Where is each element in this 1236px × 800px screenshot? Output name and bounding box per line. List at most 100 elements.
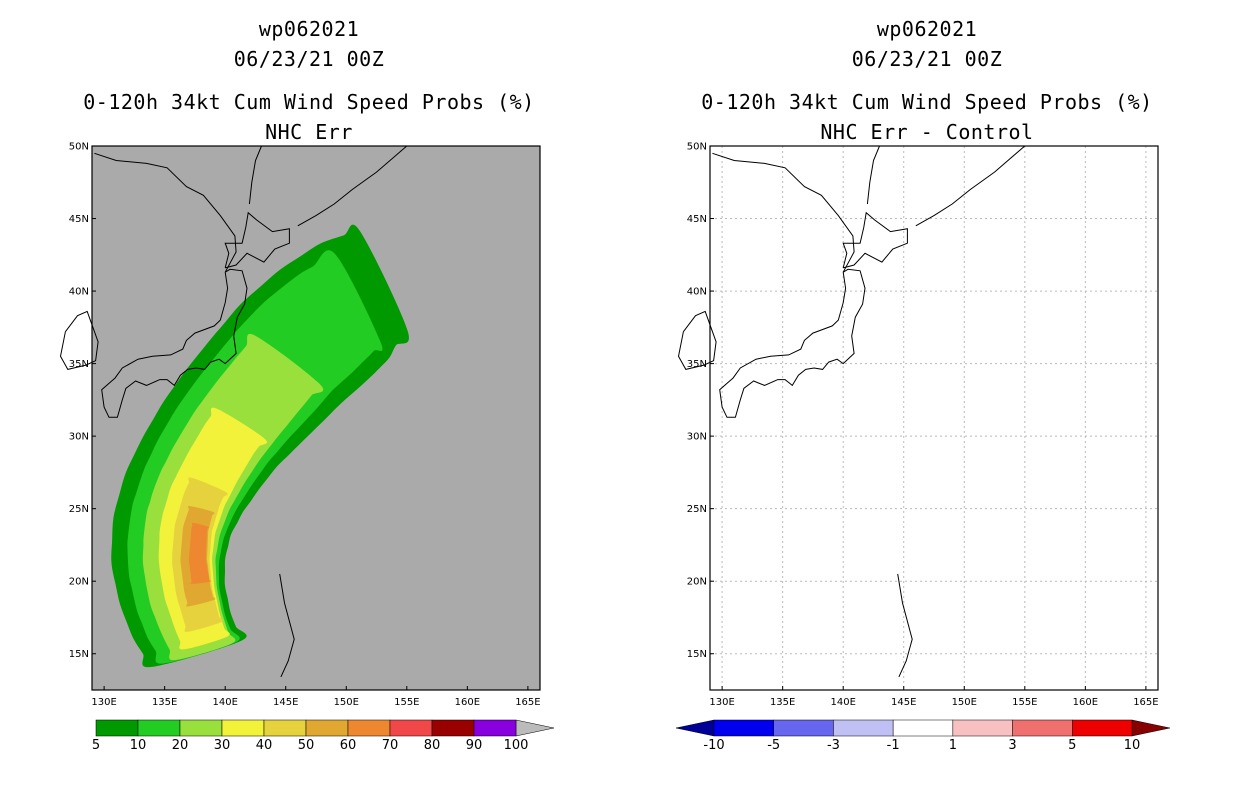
left-x-tick-label-3: 145E (273, 697, 298, 708)
right-colorbar-swatch-3 (892, 719, 954, 737)
left-colorbar-label-4: 40 (256, 738, 273, 753)
right-colorbar-label-1: -5 (767, 738, 780, 753)
right-coastline-0 (712, 152, 855, 273)
left-coastline-6 (279, 573, 295, 678)
right-colorbar-end-triangle (1131, 719, 1171, 737)
right-colorbar-label-6: 5 (1068, 738, 1076, 753)
right-y-tick-label-1: 20N (687, 577, 707, 588)
right-colorbar-swatch-5 (1012, 719, 1073, 737)
right-title-datetime: 06/23/21 00Z (851, 47, 1003, 71)
right-colorbar-swatch-1 (773, 719, 834, 737)
left-x-tick-label-4: 150E (334, 697, 359, 708)
left-y-tick-label-5: 40N (69, 287, 89, 298)
left-colorbar-label-1: 10 (130, 738, 147, 753)
right-colorbar-swatch-4 (952, 719, 1013, 737)
left-y-tick-label-3: 30N (69, 432, 89, 443)
right-x-tick-label-5: 155E (1012, 697, 1037, 708)
right-title-product: 0-120h 34kt Cum Wind Speed Probs (%) (701, 90, 1153, 114)
right-x-tick-label-4: 150E (952, 697, 977, 708)
left-colorbar-swatch-8 (431, 719, 475, 737)
left-x-tick-label-1: 135E (152, 697, 177, 708)
right-title-subtitle: NHC Err - Control (820, 120, 1034, 144)
left-coastline-2 (224, 211, 290, 269)
right-y-tick-label-3: 30N (687, 432, 707, 443)
right-colorbar-label-3: -1 (887, 738, 900, 753)
right-map-background (710, 146, 1158, 690)
right-x-tick-label-6: 160E (1073, 697, 1098, 708)
left-colorbar-label-9: 90 (466, 738, 483, 753)
right-coastline-6 (897, 573, 913, 678)
left-coastline-4 (297, 145, 408, 227)
left-plot-frame (91, 145, 541, 691)
left-colorbar-label-3: 30 (214, 738, 231, 753)
right-y-tick-label-7: 50N (687, 142, 707, 153)
right-y-tick-label-0: 15N (687, 649, 707, 660)
right-y-tick-label-4: 35N (687, 359, 707, 370)
right-x-tick-label-1: 135E (770, 697, 795, 708)
right-colorbar-label-2: -3 (827, 738, 840, 753)
left-title-subtitle: NHC Err (265, 120, 353, 144)
left-colorbar-label-0: 5 (92, 738, 100, 753)
left-x-tick-label-6: 160E (455, 697, 480, 708)
left-x-tick-label-0: 130E (91, 697, 116, 708)
left-y-tick-label-1: 20N (69, 577, 89, 588)
left-y-tick-label-7: 50N (69, 142, 89, 153)
left-title-product: 0-120h 34kt Cum Wind Speed Probs (%) (83, 90, 535, 114)
left-colorbar-swatch-4 (263, 719, 307, 737)
left-colorbar-swatch-0 (95, 719, 139, 737)
right-y-tick-label-6: 45N (687, 214, 707, 225)
left-y-tick-label-6: 45N (69, 214, 89, 225)
right-colorbar-start-triangle (675, 719, 715, 737)
left-coastline-5 (59, 310, 99, 370)
left-colorbar-swatch-9 (473, 719, 517, 737)
right-coastline-5 (677, 310, 717, 370)
right-colorbar-label-4: 1 (949, 738, 957, 753)
right-coastline-1 (719, 268, 866, 418)
right-map-plot: 130E 135E 140E 145E 150E 155E 160E 165E 15N 20N 25… (675, 142, 1171, 753)
right-coastline-3 (866, 145, 880, 205)
left-x-tick-label-7: 165E (515, 697, 540, 708)
left-prob-contour-60 (188, 522, 211, 584)
right-coastline-2 (842, 211, 908, 269)
left-colorbar-swatch-6 (347, 719, 391, 737)
left-colorbar-label-8: 80 (424, 738, 441, 753)
right-x-tick-label-0: 130E (709, 697, 734, 708)
left-coastline-0 (94, 152, 237, 273)
left-coastline-1 (101, 268, 248, 418)
left-colorbar-swatch-2 (179, 719, 223, 737)
right-colorbar-label-7: 10 (1124, 738, 1141, 753)
left-colorbar-label-5: 50 (298, 738, 315, 753)
right-colorbar-swatch-2 (833, 719, 894, 737)
right-colorbar-swatch-6 (1072, 719, 1133, 737)
left-map-plot: 130E 135E 140E 145E 150E 155E 160E 165E 15N 20N 25… (59, 142, 555, 753)
left-title-storm-id: wp062021 (258, 17, 360, 41)
left-colorbar-swatch-1 (137, 719, 181, 737)
right-panel: wp062021 06/23/21 00Z 0-120h 34kt Cum Wi… (618, 0, 1236, 800)
right-x-tick-label-3: 145E (891, 697, 916, 708)
right-x-tick-label-7: 165E (1133, 697, 1158, 708)
right-x-tick-label-2: 140E (830, 697, 855, 708)
right-colorbar-swatch-0 (713, 719, 774, 737)
left-colorbar-swatch-7 (389, 719, 433, 737)
left-colorbar-label-2: 20 (172, 738, 189, 753)
right-colorbar-label-0: -10 (703, 738, 724, 753)
left-colorbar-label-7: 70 (382, 738, 399, 753)
left-x-tick-label-5: 155E (394, 697, 419, 708)
left-colorbar-label-10: 100 (504, 738, 529, 753)
left-y-tick-label-0: 15N (69, 649, 89, 660)
right-colorbar-label-5: 3 (1008, 738, 1016, 753)
left-title-datetime: 06/23/21 00Z (233, 47, 385, 71)
right-y-tick-label-5: 40N (687, 287, 707, 298)
left-y-tick-label-4: 35N (69, 359, 89, 370)
left-y-tick-label-2: 25N (69, 504, 89, 515)
left-colorbar-end-triangle (515, 719, 555, 737)
right-title-storm-id: wp062021 (876, 17, 978, 41)
left-coastline-3 (248, 145, 262, 205)
right-plot-frame (709, 145, 1159, 691)
left-colorbar-label-6: 60 (340, 738, 357, 753)
left-colorbar-swatch-3 (221, 719, 265, 737)
left-panel: wp062021 06/23/21 00Z 0-120h 34kt Cum Wi… (59, 17, 555, 753)
left-x-tick-label-2: 140E (212, 697, 237, 708)
right-coastline-4 (915, 145, 1026, 227)
right-y-tick-label-2: 25N (687, 504, 707, 515)
